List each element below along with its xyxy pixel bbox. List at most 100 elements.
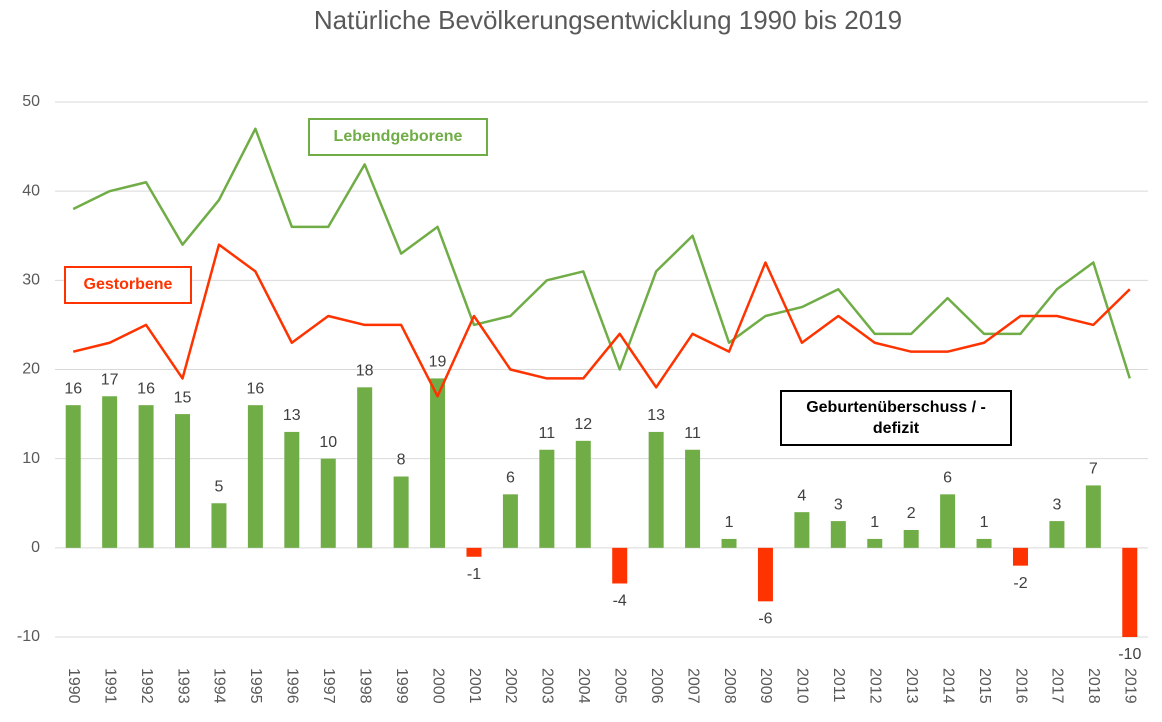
bar — [721, 538, 737, 548]
bar — [648, 431, 664, 548]
y-tick-label: -10 — [17, 628, 40, 645]
bar — [539, 449, 555, 548]
x-tick-label: 1997 — [320, 668, 337, 704]
x-tick-label: 2013 — [903, 668, 920, 704]
legend-deaths: Gestorbene — [64, 266, 192, 304]
bar — [357, 387, 373, 548]
x-tick-label: 2010 — [794, 668, 811, 704]
data-label: 16 — [246, 380, 264, 397]
bar — [612, 547, 628, 584]
bar — [830, 521, 846, 548]
chart-title: Natürliche Bevölkerungsentwicklung 1990 … — [314, 5, 902, 35]
data-label: 10 — [319, 434, 337, 451]
x-tick-label: 2009 — [757, 668, 774, 704]
x-tick-label: 2017 — [1049, 668, 1066, 704]
bar — [502, 494, 518, 548]
data-label: 15 — [174, 389, 192, 406]
bar — [65, 405, 81, 548]
data-label: 11 — [539, 425, 556, 442]
x-tick-label: 2007 — [684, 668, 701, 704]
data-label: 3 — [1052, 496, 1061, 513]
bar — [1122, 547, 1138, 637]
y-tick-label: 20 — [22, 361, 40, 378]
line — [72, 243, 1131, 398]
x-tick-label: 1998 — [356, 668, 373, 704]
x-tick-label: 2005 — [611, 668, 628, 704]
data-label: -6 — [758, 611, 772, 628]
x-tick-label: 1994 — [211, 668, 228, 704]
y-tick-label: 0 — [31, 539, 40, 556]
x-tick-label: 2006 — [648, 668, 665, 704]
bar — [284, 431, 300, 548]
bar — [903, 530, 919, 548]
bar — [575, 440, 591, 548]
data-label: 19 — [429, 354, 447, 371]
x-tick-label: 1992 — [138, 668, 155, 704]
bar — [1085, 485, 1101, 548]
bar — [466, 547, 482, 557]
x-tick-label: 2002 — [502, 668, 519, 704]
x-tick-label: 2003 — [539, 668, 556, 704]
y-tick-label: 50 — [22, 93, 40, 110]
data-label: 13 — [647, 407, 665, 424]
y-tick-label: 40 — [22, 182, 40, 199]
data-label: -10 — [1118, 646, 1141, 663]
y-tick-label: 10 — [22, 450, 40, 467]
x-tick-label: 1990 — [65, 668, 82, 704]
bar — [211, 503, 227, 548]
bar — [1049, 521, 1065, 548]
legend-balance: Geburtenüberschuss / -defizit — [780, 390, 1012, 446]
x-tick-label: 1995 — [247, 668, 264, 704]
x-tick-label: 2019 — [1122, 668, 1139, 704]
data-label: 6 — [506, 470, 515, 487]
bar — [794, 512, 810, 548]
data-label: 18 — [356, 363, 374, 380]
data-label: 7 — [1089, 461, 1098, 478]
bar — [320, 458, 336, 548]
x-tick-label: 2011 — [830, 668, 847, 703]
data-label: 17 — [101, 371, 119, 388]
bar — [757, 547, 773, 602]
x-tick-label: 2008 — [721, 668, 738, 704]
x-tick-label: 1999 — [393, 668, 410, 704]
data-label: 11 — [684, 425, 701, 442]
bar — [940, 494, 956, 548]
x-tick-label: 2018 — [1085, 668, 1102, 704]
data-label: 2 — [907, 505, 916, 522]
x-tick-label: 2000 — [429, 668, 446, 704]
x-tick-label: 2015 — [976, 668, 993, 704]
data-label: 16 — [64, 380, 82, 397]
data-label: 8 — [397, 452, 406, 469]
x-tick-label: 1991 — [101, 668, 118, 704]
data-label: 1 — [725, 514, 734, 531]
bar — [175, 414, 191, 548]
bar — [1012, 547, 1028, 566]
data-label: 12 — [574, 416, 592, 433]
bar — [430, 378, 446, 548]
bar — [393, 476, 409, 548]
data-label: 4 — [797, 487, 806, 504]
bar — [247, 405, 263, 548]
x-tick-label: 1993 — [174, 668, 191, 704]
bar — [102, 396, 118, 548]
x-tick-label: 2004 — [575, 668, 592, 704]
x-tick-label: 2014 — [939, 668, 956, 704]
bar — [138, 405, 154, 548]
x-tick-label: 2016 — [1012, 668, 1029, 704]
data-label: 5 — [214, 478, 223, 495]
bar — [867, 538, 883, 548]
x-tick-label: 1996 — [284, 668, 301, 704]
data-label: -1 — [467, 566, 481, 583]
data-label: -4 — [613, 593, 627, 610]
line — [72, 127, 1131, 379]
bar — [685, 449, 701, 548]
y-tick-label: 30 — [22, 272, 40, 289]
data-label: 13 — [283, 407, 301, 424]
data-label: -2 — [1013, 575, 1027, 592]
data-label: 3 — [834, 496, 843, 513]
data-label: 1 — [980, 514, 989, 531]
bar — [976, 538, 992, 548]
x-tick-label: 2012 — [867, 668, 884, 704]
